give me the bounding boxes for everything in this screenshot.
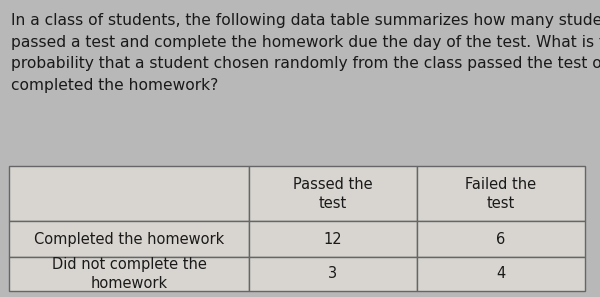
Text: Did not complete the
homework: Did not complete the homework (52, 257, 206, 291)
Text: Passed the
test: Passed the test (293, 177, 373, 211)
Text: 3: 3 (328, 266, 338, 282)
Bar (249, 221, 417, 257)
Text: Failed the
test: Failed the test (466, 177, 536, 211)
Bar (417, 257, 585, 291)
Text: In a class of students, the following data table summarizes how many students: In a class of students, the following da… (11, 13, 600, 29)
Bar (9, 166, 249, 221)
Bar (9, 221, 249, 257)
Text: Completed the homework: Completed the homework (34, 232, 224, 247)
Bar (417, 221, 585, 257)
Bar (249, 257, 417, 291)
Text: probability that a student chosen randomly from the class passed the test or: probability that a student chosen random… (11, 56, 600, 71)
Text: completed the homework?: completed the homework? (11, 78, 218, 93)
Text: 12: 12 (323, 232, 343, 247)
Bar (249, 166, 417, 221)
Text: 6: 6 (496, 232, 506, 247)
Text: passed a test and complete the homework due the day of the test. What is the: passed a test and complete the homework … (11, 35, 600, 50)
Bar (417, 166, 585, 221)
Text: 4: 4 (496, 266, 506, 282)
Bar (9, 257, 249, 291)
